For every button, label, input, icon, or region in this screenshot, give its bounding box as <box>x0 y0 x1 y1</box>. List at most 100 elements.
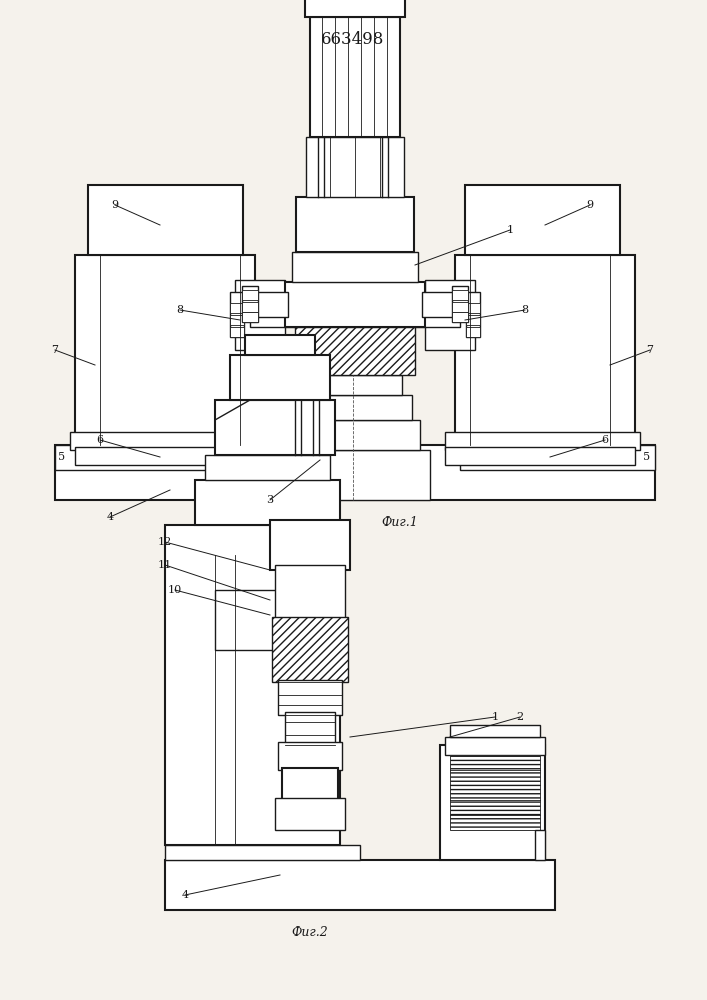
Circle shape <box>296 393 300 397</box>
Bar <box>75 255 255 445</box>
Bar <box>452 286 468 322</box>
Bar <box>278 742 342 770</box>
Text: 6: 6 <box>602 435 609 445</box>
Bar <box>298 395 412 420</box>
Bar <box>165 845 360 860</box>
Bar <box>165 860 555 910</box>
Bar <box>215 400 335 455</box>
Bar <box>466 292 480 337</box>
Bar <box>242 312 258 322</box>
Bar <box>305 0 405 17</box>
Text: 663498: 663498 <box>321 31 385 48</box>
Bar <box>205 455 330 480</box>
Bar <box>310 17 400 137</box>
Bar <box>455 255 635 445</box>
Bar <box>445 432 640 450</box>
Bar <box>242 302 258 312</box>
Bar <box>440 745 545 860</box>
Circle shape <box>385 128 393 136</box>
Bar <box>230 355 330 400</box>
Circle shape <box>311 390 321 400</box>
Text: 8: 8 <box>177 305 184 315</box>
Bar <box>230 303 244 313</box>
Bar <box>285 282 425 327</box>
Bar <box>296 197 414 252</box>
Text: 5: 5 <box>643 452 650 462</box>
Bar <box>374 137 382 145</box>
Bar <box>445 447 635 465</box>
Bar <box>248 292 288 317</box>
Bar <box>425 280 475 350</box>
Bar <box>466 303 480 313</box>
Circle shape <box>322 128 330 136</box>
Bar <box>55 445 250 470</box>
Text: 3: 3 <box>267 495 274 505</box>
Text: 2: 2 <box>516 712 524 722</box>
Bar <box>450 725 540 737</box>
Bar <box>235 280 285 350</box>
Bar <box>242 290 258 300</box>
Bar <box>445 737 545 755</box>
Text: 5: 5 <box>59 452 66 462</box>
Bar <box>245 335 315 355</box>
Bar <box>292 252 418 282</box>
Bar <box>452 302 468 312</box>
Bar <box>452 312 468 322</box>
Bar <box>422 292 462 317</box>
Text: 8: 8 <box>522 305 529 315</box>
Bar <box>466 315 480 325</box>
Text: 4: 4 <box>182 890 189 900</box>
Bar <box>195 480 340 525</box>
Bar <box>242 286 258 322</box>
Text: 12: 12 <box>158 537 172 547</box>
Bar <box>535 830 545 860</box>
Bar <box>275 798 345 830</box>
Bar <box>295 327 415 375</box>
Bar <box>385 137 393 145</box>
Bar <box>308 375 402 395</box>
Bar <box>322 137 330 145</box>
Bar <box>311 137 319 145</box>
Bar <box>70 432 265 450</box>
Bar <box>282 768 338 800</box>
Text: Фиг.1: Фиг.1 <box>382 516 419 530</box>
Text: Фиг.2: Фиг.2 <box>291 926 328 938</box>
Bar <box>306 137 404 197</box>
Bar <box>230 292 244 337</box>
Bar <box>465 185 620 255</box>
Bar <box>230 327 244 337</box>
Text: 9: 9 <box>586 200 594 210</box>
Bar <box>272 617 348 682</box>
Circle shape <box>374 128 382 136</box>
Bar <box>55 445 655 500</box>
Bar <box>88 185 243 255</box>
Bar <box>250 302 300 327</box>
Bar <box>275 565 345 620</box>
Circle shape <box>314 393 318 397</box>
Bar <box>280 450 430 500</box>
Circle shape <box>311 128 319 136</box>
Text: 6: 6 <box>96 435 103 445</box>
Circle shape <box>293 390 303 400</box>
Text: 4: 4 <box>107 512 114 522</box>
Bar <box>460 445 655 470</box>
Text: 1: 1 <box>491 712 498 722</box>
Bar <box>290 420 420 450</box>
Bar <box>165 525 340 845</box>
Text: 10: 10 <box>168 585 182 595</box>
Bar <box>270 520 350 570</box>
Bar <box>75 447 265 465</box>
Bar <box>230 315 244 325</box>
Text: 9: 9 <box>112 200 119 210</box>
Bar <box>215 590 340 650</box>
Text: 7: 7 <box>646 345 653 355</box>
Text: 11: 11 <box>158 560 172 570</box>
Bar <box>450 755 540 830</box>
Text: 1: 1 <box>506 225 513 235</box>
Text: 7: 7 <box>52 345 59 355</box>
Bar <box>410 302 460 327</box>
Bar <box>452 290 468 300</box>
Bar <box>278 680 342 715</box>
Bar <box>285 712 335 745</box>
Bar <box>466 327 480 337</box>
